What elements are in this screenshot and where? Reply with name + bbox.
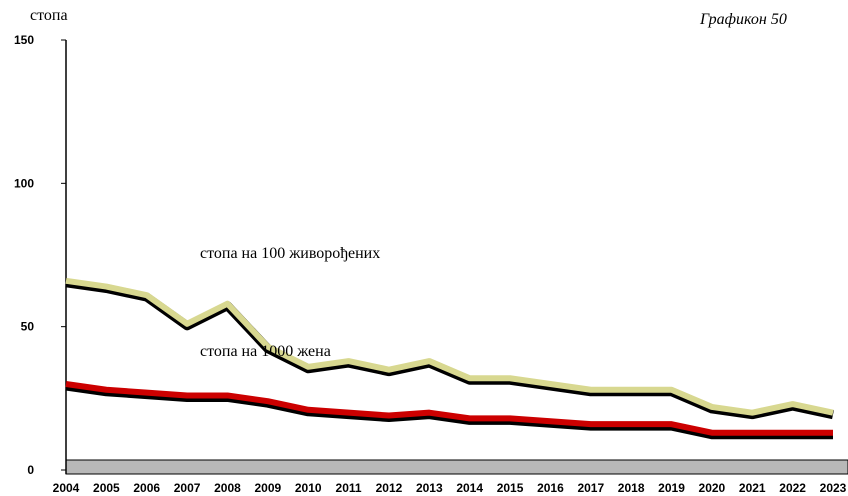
y-axis-label: стопа <box>30 7 68 24</box>
x-tick-label: 2016 <box>537 481 564 495</box>
x-tick-label: 2015 <box>497 481 524 495</box>
y-tick-label: 150 <box>14 33 34 47</box>
x-tick-label: 2005 <box>93 481 120 495</box>
x-tick-label: 2011 <box>336 481 362 495</box>
x-tick-label: 2014 <box>456 481 483 495</box>
y-tick-label: 0 <box>27 463 34 477</box>
chart-title: Графикон 50 <box>699 11 787 28</box>
floor <box>65 459 848 475</box>
x-tick-label: 2008 <box>214 481 241 495</box>
x-tick-label: 2022 <box>779 481 806 495</box>
x-tick-label: 2017 <box>577 481 604 495</box>
x-tick-label: 2021 <box>739 481 766 495</box>
x-tick-label: 2006 <box>133 481 160 495</box>
y-tick-label: 50 <box>21 320 35 334</box>
x-tick-label: 2004 <box>53 481 80 495</box>
x-tick-label: 2007 <box>174 481 201 495</box>
x-tick-label: 2020 <box>699 481 726 495</box>
x-tick-label: 2012 <box>376 481 403 495</box>
series-label: стопа на 100 живорођених <box>200 245 380 262</box>
x-tick-label: 2023 <box>820 481 847 495</box>
x-tick-label: 2013 <box>416 481 443 495</box>
series-line <box>65 381 833 436</box>
x-tick-label: 2018 <box>618 481 645 495</box>
x-tick-label: 2019 <box>658 481 685 495</box>
series-label: стопа на 1000 жена <box>200 343 331 360</box>
x-tick-label: 2010 <box>295 481 322 495</box>
series-line <box>65 277 834 416</box>
x-tick-label: 2009 <box>254 481 281 495</box>
y-tick-label: 100 <box>14 176 34 190</box>
